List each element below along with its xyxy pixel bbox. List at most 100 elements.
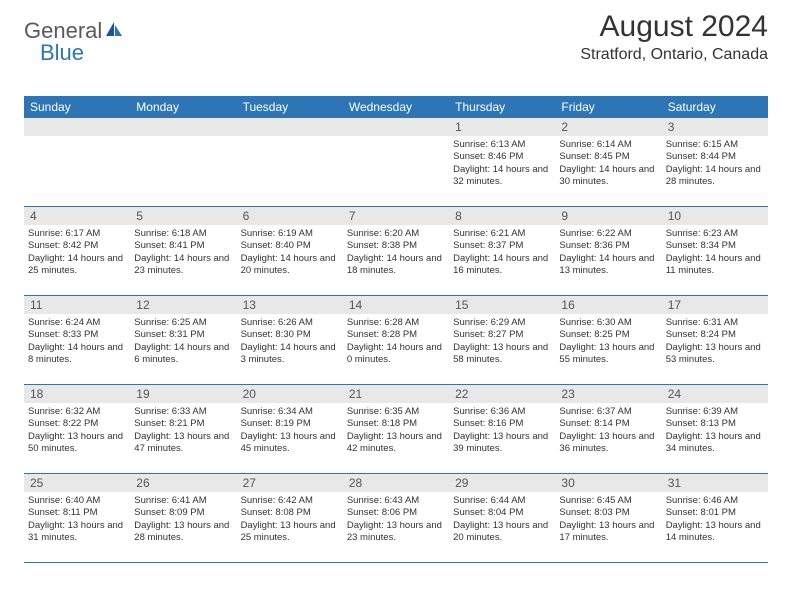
- calendar-day-cell: 28Sunrise: 6:43 AMSunset: 8:06 PMDayligh…: [343, 474, 449, 562]
- calendar-day-cell: 21Sunrise: 6:35 AMSunset: 8:18 PMDayligh…: [343, 385, 449, 473]
- day-number: 7: [343, 207, 449, 225]
- calendar-day-cell: 31Sunrise: 6:46 AMSunset: 8:01 PMDayligh…: [662, 474, 768, 562]
- calendar-day-cell: 19Sunrise: 6:33 AMSunset: 8:21 PMDayligh…: [130, 385, 236, 473]
- calendar-day-cell: 9Sunrise: 6:22 AMSunset: 8:36 PMDaylight…: [555, 207, 661, 295]
- day-number: 12: [130, 296, 236, 314]
- day-number: 29: [449, 474, 555, 492]
- day-number: 30: [555, 474, 661, 492]
- calendar-day-cell: 22Sunrise: 6:36 AMSunset: 8:16 PMDayligh…: [449, 385, 555, 473]
- calendar-header-cell: Friday: [555, 96, 661, 118]
- calendar-empty-cell: [130, 118, 236, 206]
- calendar-day-cell: 8Sunrise: 6:21 AMSunset: 8:37 PMDaylight…: [449, 207, 555, 295]
- day-number: 16: [555, 296, 661, 314]
- day-number: 8: [449, 207, 555, 225]
- day-content: Sunrise: 6:43 AMSunset: 8:06 PMDaylight:…: [343, 492, 449, 548]
- calendar-day-cell: 13Sunrise: 6:26 AMSunset: 8:30 PMDayligh…: [237, 296, 343, 384]
- day-content: Sunrise: 6:20 AMSunset: 8:38 PMDaylight:…: [343, 225, 449, 281]
- calendar-day-cell: 7Sunrise: 6:20 AMSunset: 8:38 PMDaylight…: [343, 207, 449, 295]
- calendar-day-cell: 14Sunrise: 6:28 AMSunset: 8:28 PMDayligh…: [343, 296, 449, 384]
- day-number: 20: [237, 385, 343, 403]
- day-content: Sunrise: 6:24 AMSunset: 8:33 PMDaylight:…: [24, 314, 130, 370]
- logo-text-part2: Blue: [40, 40, 84, 66]
- day-content: Sunrise: 6:32 AMSunset: 8:22 PMDaylight:…: [24, 403, 130, 459]
- calendar-day-cell: 11Sunrise: 6:24 AMSunset: 8:33 PMDayligh…: [24, 296, 130, 384]
- day-number: 31: [662, 474, 768, 492]
- day-content: Sunrise: 6:14 AMSunset: 8:45 PMDaylight:…: [555, 136, 661, 192]
- calendar-day-cell: 12Sunrise: 6:25 AMSunset: 8:31 PMDayligh…: [130, 296, 236, 384]
- calendar-header-cell: Thursday: [449, 96, 555, 118]
- day-number: 28: [343, 474, 449, 492]
- calendar-empty-cell: [24, 118, 130, 206]
- calendar-empty-cell: [237, 118, 343, 206]
- day-number: 6: [237, 207, 343, 225]
- day-content: Sunrise: 6:37 AMSunset: 8:14 PMDaylight:…: [555, 403, 661, 459]
- calendar-header-cell: Monday: [130, 96, 236, 118]
- day-number: 21: [343, 385, 449, 403]
- day-number: 3: [662, 118, 768, 136]
- day-content: Sunrise: 6:34 AMSunset: 8:19 PMDaylight:…: [237, 403, 343, 459]
- day-content: Sunrise: 6:44 AMSunset: 8:04 PMDaylight:…: [449, 492, 555, 548]
- calendar-day-cell: 5Sunrise: 6:18 AMSunset: 8:41 PMDaylight…: [130, 207, 236, 295]
- calendar-header-cell: Wednesday: [343, 96, 449, 118]
- day-content: Sunrise: 6:22 AMSunset: 8:36 PMDaylight:…: [555, 225, 661, 281]
- calendar-day-cell: 24Sunrise: 6:39 AMSunset: 8:13 PMDayligh…: [662, 385, 768, 473]
- calendar-day-cell: 26Sunrise: 6:41 AMSunset: 8:09 PMDayligh…: [130, 474, 236, 562]
- logo-sail-icon: [104, 18, 124, 44]
- calendar-day-cell: 25Sunrise: 6:40 AMSunset: 8:11 PMDayligh…: [24, 474, 130, 562]
- calendar-week-row: 18Sunrise: 6:32 AMSunset: 8:22 PMDayligh…: [24, 385, 768, 474]
- day-content: Sunrise: 6:35 AMSunset: 8:18 PMDaylight:…: [343, 403, 449, 459]
- calendar-day-cell: 15Sunrise: 6:29 AMSunset: 8:27 PMDayligh…: [449, 296, 555, 384]
- calendar-day-cell: 16Sunrise: 6:30 AMSunset: 8:25 PMDayligh…: [555, 296, 661, 384]
- day-content: Sunrise: 6:18 AMSunset: 8:41 PMDaylight:…: [130, 225, 236, 281]
- day-content: Sunrise: 6:19 AMSunset: 8:40 PMDaylight:…: [237, 225, 343, 281]
- day-content: Sunrise: 6:21 AMSunset: 8:37 PMDaylight:…: [449, 225, 555, 281]
- day-number: 23: [555, 385, 661, 403]
- calendar-day-cell: 30Sunrise: 6:45 AMSunset: 8:03 PMDayligh…: [555, 474, 661, 562]
- day-content: Sunrise: 6:13 AMSunset: 8:46 PMDaylight:…: [449, 136, 555, 192]
- day-content: Sunrise: 6:26 AMSunset: 8:30 PMDaylight:…: [237, 314, 343, 370]
- calendar-week-row: 11Sunrise: 6:24 AMSunset: 8:33 PMDayligh…: [24, 296, 768, 385]
- day-number: 25: [24, 474, 130, 492]
- day-number: 11: [24, 296, 130, 314]
- day-number: 9: [555, 207, 661, 225]
- day-number: 4: [24, 207, 130, 225]
- day-number: 27: [237, 474, 343, 492]
- calendar-header-cell: Saturday: [662, 96, 768, 118]
- day-number: 2: [555, 118, 661, 136]
- day-content: Sunrise: 6:28 AMSunset: 8:28 PMDaylight:…: [343, 314, 449, 370]
- calendar: SundayMondayTuesdayWednesdayThursdayFrid…: [24, 96, 768, 563]
- calendar-header-cell: Sunday: [24, 96, 130, 118]
- calendar-day-cell: 3Sunrise: 6:15 AMSunset: 8:44 PMDaylight…: [662, 118, 768, 206]
- calendar-week-row: 1Sunrise: 6:13 AMSunset: 8:46 PMDaylight…: [24, 118, 768, 207]
- day-number: 24: [662, 385, 768, 403]
- calendar-week-row: 4Sunrise: 6:17 AMSunset: 8:42 PMDaylight…: [24, 207, 768, 296]
- month-year: August 2024: [580, 10, 768, 44]
- day-content: Sunrise: 6:46 AMSunset: 8:01 PMDaylight:…: [662, 492, 768, 548]
- day-number: 10: [662, 207, 768, 225]
- day-content: Sunrise: 6:42 AMSunset: 8:08 PMDaylight:…: [237, 492, 343, 548]
- day-content: Sunrise: 6:31 AMSunset: 8:24 PMDaylight:…: [662, 314, 768, 370]
- day-number: 18: [24, 385, 130, 403]
- calendar-day-cell: 18Sunrise: 6:32 AMSunset: 8:22 PMDayligh…: [24, 385, 130, 473]
- day-content: Sunrise: 6:15 AMSunset: 8:44 PMDaylight:…: [662, 136, 768, 192]
- day-content: Sunrise: 6:39 AMSunset: 8:13 PMDaylight:…: [662, 403, 768, 459]
- calendar-week-row: 25Sunrise: 6:40 AMSunset: 8:11 PMDayligh…: [24, 474, 768, 563]
- calendar-day-cell: 2Sunrise: 6:14 AMSunset: 8:45 PMDaylight…: [555, 118, 661, 206]
- location: Stratford, Ontario, Canada: [580, 46, 768, 64]
- calendar-header-row: SundayMondayTuesdayWednesdayThursdayFrid…: [24, 96, 768, 118]
- calendar-header-cell: Tuesday: [237, 96, 343, 118]
- day-number: 15: [449, 296, 555, 314]
- day-number: 14: [343, 296, 449, 314]
- day-number: 17: [662, 296, 768, 314]
- calendar-day-cell: 27Sunrise: 6:42 AMSunset: 8:08 PMDayligh…: [237, 474, 343, 562]
- day-number: 13: [237, 296, 343, 314]
- day-content: Sunrise: 6:45 AMSunset: 8:03 PMDaylight:…: [555, 492, 661, 548]
- day-content: Sunrise: 6:25 AMSunset: 8:31 PMDaylight:…: [130, 314, 236, 370]
- day-number: 22: [449, 385, 555, 403]
- day-content: Sunrise: 6:23 AMSunset: 8:34 PMDaylight:…: [662, 225, 768, 281]
- day-content: Sunrise: 6:36 AMSunset: 8:16 PMDaylight:…: [449, 403, 555, 459]
- day-content: Sunrise: 6:30 AMSunset: 8:25 PMDaylight:…: [555, 314, 661, 370]
- day-number: 19: [130, 385, 236, 403]
- day-content: Sunrise: 6:41 AMSunset: 8:09 PMDaylight:…: [130, 492, 236, 548]
- calendar-day-cell: 4Sunrise: 6:17 AMSunset: 8:42 PMDaylight…: [24, 207, 130, 295]
